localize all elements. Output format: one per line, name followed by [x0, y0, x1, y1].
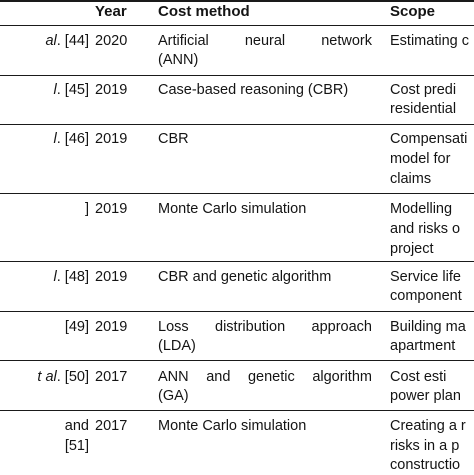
table-top-rule: [0, 0, 474, 2]
method-cell: Monte Carlo simulation: [158, 201, 307, 217]
scope-cell: Service life: [390, 269, 461, 285]
method-cell: Monte Carlo simulation: [158, 418, 307, 434]
scope-cell-line2: risks in a p: [390, 438, 460, 454]
row-rule: [0, 410, 474, 411]
method-cell: Loss distribution approach: [158, 319, 372, 335]
study-cell: ]: [84, 201, 89, 217]
row-rule: [0, 124, 474, 125]
year-cell: 2017: [95, 418, 128, 434]
method-cell-line2: (GA): [158, 388, 189, 404]
scope-cell: Cost predi: [390, 82, 457, 98]
scope-cell: Modelling: [390, 201, 453, 217]
header-year: Year: [95, 3, 127, 20]
header-rule: [0, 25, 474, 26]
row-rule: [0, 193, 474, 194]
study-cell: t al. [50]: [37, 369, 89, 385]
year-cell: 2019: [95, 319, 128, 335]
method-cell: CBR: [158, 131, 189, 147]
scope-cell: Cost esti: [390, 369, 447, 385]
header-scope: Scope: [390, 3, 436, 20]
scope-cell: Creating a r: [390, 418, 466, 434]
method-cell-line2: (LDA): [158, 338, 196, 354]
method-cell-line2: (ANN): [158, 52, 199, 68]
scope-cell-line3: claims: [390, 171, 432, 187]
scope-cell: Compensati: [390, 131, 468, 147]
study-cell: l. [46]: [53, 131, 89, 147]
scope-cell: Estimating c: [390, 33, 469, 49]
method-cell: ANN and genetic algorithm: [158, 369, 372, 385]
method-cell: CBR and genetic algorithm: [158, 269, 332, 285]
year-cell: 2019: [95, 131, 128, 147]
study-cell: al. [44]: [45, 33, 89, 49]
scope-cell-line3: constructio: [390, 457, 461, 473]
scope-cell: Building ma: [390, 319, 466, 335]
method-cell: Artificial neural network: [158, 33, 372, 49]
study-cell-line2: [51]: [64, 438, 89, 454]
scope-cell-line2: apartment: [390, 338, 456, 354]
scope-cell-line2: component: [390, 288, 462, 304]
row-rule: [0, 75, 474, 76]
method-cell: Case-based reasoning (CBR): [158, 82, 349, 98]
year-cell: 2019: [95, 82, 128, 98]
header-cost-method: Cost method: [158, 3, 250, 20]
scope-cell-line3: project: [390, 241, 434, 257]
study-cell: [49]: [64, 319, 89, 335]
scope-cell-line2: and risks o: [390, 221, 461, 237]
study-cell: and: [64, 418, 89, 434]
year-cell: 2019: [95, 269, 128, 285]
scope-cell-line2: residential: [390, 101, 457, 117]
scope-cell-line2: power plan: [390, 388, 461, 404]
row-rule: [0, 261, 474, 262]
row-rule: [0, 360, 474, 361]
study-cell: l. [45]: [53, 82, 89, 98]
year-cell: 2020: [95, 33, 128, 49]
year-cell: 2019: [95, 201, 128, 217]
scope-cell-line2: model for: [390, 151, 451, 167]
year-cell: 2017: [95, 369, 128, 385]
study-cell: l. [48]: [53, 269, 89, 285]
row-rule: [0, 311, 474, 312]
